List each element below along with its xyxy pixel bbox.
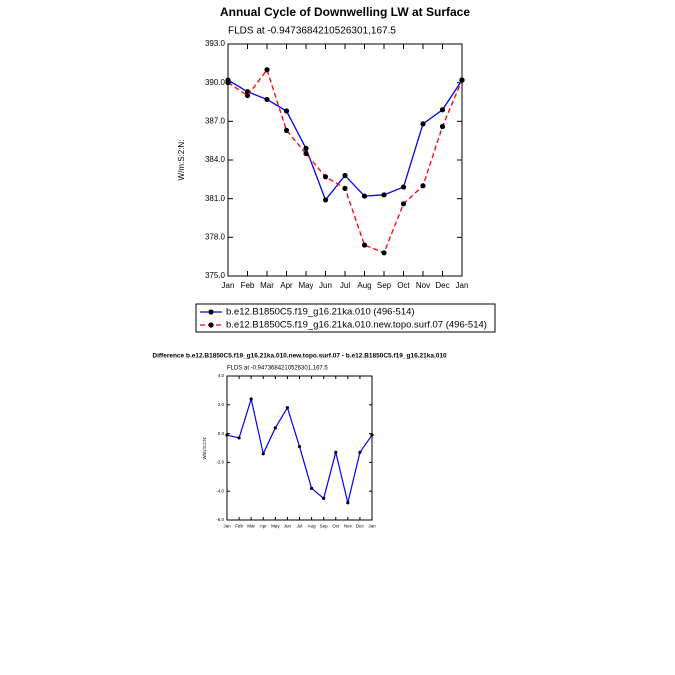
x-tick-label: Feb bbox=[241, 281, 255, 290]
y-tick-label: -6.0 bbox=[216, 517, 224, 522]
y-tick-label: 375.0 bbox=[205, 271, 226, 280]
y-tick-label: 387.0 bbox=[205, 116, 226, 125]
chart-title: Annual Cycle of Downwelling LW at Surfac… bbox=[220, 5, 470, 19]
data-point bbox=[334, 450, 338, 454]
y-tick-label: 378.0 bbox=[205, 232, 226, 241]
x-tick-label: Jan bbox=[223, 524, 231, 529]
x-tick-label: Nov bbox=[416, 281, 430, 290]
x-tick-label: Sep bbox=[377, 281, 392, 290]
x-tick-label: Aug bbox=[308, 524, 317, 529]
series-line bbox=[226, 396, 373, 503]
x-tick-label: Apr bbox=[260, 524, 268, 529]
data-point bbox=[297, 444, 302, 449]
y-tick-label: 384.0 bbox=[205, 155, 226, 164]
data-point bbox=[264, 96, 270, 103]
y-axis-label: W/m:S:2:N: bbox=[202, 436, 207, 459]
x-tick-label: Nov bbox=[344, 524, 353, 529]
data-point bbox=[381, 192, 387, 198]
data-point bbox=[322, 197, 329, 203]
x-tick-label: Jan bbox=[456, 281, 469, 290]
y-tick-label: 381.0 bbox=[205, 194, 226, 203]
y-tick-label: 0.0 bbox=[218, 431, 225, 436]
data-point bbox=[381, 250, 387, 256]
x-tick-label: Mar bbox=[260, 281, 274, 290]
data-point bbox=[303, 150, 309, 157]
data-point bbox=[264, 67, 270, 73]
legend-label: b.e12.B1850C5.f19_g16.21ka.010.new.topo.… bbox=[226, 320, 487, 331]
data-point bbox=[439, 123, 446, 130]
data-point bbox=[342, 185, 348, 191]
chart-title: Difference b.e12.B1850C5.f19_g16.21ka.01… bbox=[152, 353, 447, 360]
data-point bbox=[322, 496, 326, 500]
legend-box bbox=[195, 303, 496, 333]
y-axis-label: W/m:S:2:N: bbox=[177, 140, 186, 181]
y-tick-label: -2.0 bbox=[216, 460, 224, 465]
legend-marker bbox=[208, 322, 214, 328]
x-tick-label: Feb bbox=[235, 524, 243, 529]
x-tick-label: Oct bbox=[397, 281, 410, 290]
data-point bbox=[358, 450, 362, 454]
y-tick-label: -4.0 bbox=[216, 488, 224, 493]
y-tick-label: 393.0 bbox=[205, 39, 226, 48]
x-tick-label: Jan bbox=[368, 524, 376, 529]
data-point bbox=[249, 397, 253, 401]
x-tick-label: Apr bbox=[280, 281, 293, 290]
data-point bbox=[303, 145, 309, 151]
x-tick-label: Sep bbox=[320, 524, 329, 529]
data-point bbox=[261, 452, 265, 456]
chart-subtitle: FLDS at -0.9473684210526301,167.5 bbox=[227, 366, 328, 372]
legend-label: b.e12.B1850C5.f19_g16.21ka.010 (496-514) bbox=[226, 307, 415, 318]
data-point bbox=[439, 107, 446, 113]
data-point bbox=[459, 77, 465, 83]
data-point bbox=[237, 436, 241, 440]
data-point bbox=[342, 172, 348, 179]
x-tick-label: Dec bbox=[356, 524, 365, 529]
data-point bbox=[283, 127, 290, 133]
y-tick-label: 2.0 bbox=[218, 402, 225, 407]
plot-frame bbox=[227, 43, 463, 277]
data-point bbox=[225, 80, 231, 86]
x-tick-label: Jul bbox=[297, 524, 303, 529]
y-tick-label: 390.0 bbox=[205, 78, 226, 87]
x-tick-label: Dec bbox=[435, 281, 449, 290]
x-tick-label: May bbox=[271, 524, 280, 529]
data-point bbox=[400, 201, 407, 207]
x-tick-label: May bbox=[298, 281, 313, 290]
data-point bbox=[361, 242, 368, 248]
legend-marker bbox=[208, 309, 214, 315]
y-tick-label: 4.0 bbox=[218, 373, 225, 378]
data-point bbox=[244, 92, 251, 99]
data-point bbox=[420, 121, 426, 127]
data-point bbox=[420, 183, 426, 189]
data-point bbox=[285, 406, 290, 410]
chart-subtitle: FLDS at -0.9473684210526301,167.5 bbox=[228, 26, 396, 37]
x-tick-label: Aug bbox=[357, 281, 371, 290]
x-tick-label: Oct bbox=[332, 524, 340, 529]
x-tick-label: Jan bbox=[222, 281, 235, 290]
x-tick-label: Jun bbox=[319, 281, 332, 290]
data-point bbox=[400, 184, 407, 190]
series-line bbox=[227, 79, 463, 202]
data-point bbox=[361, 193, 368, 199]
data-point bbox=[225, 433, 229, 437]
data-point bbox=[370, 433, 374, 437]
data-point bbox=[273, 426, 277, 430]
data-point bbox=[283, 108, 290, 114]
data-point bbox=[346, 501, 350, 505]
x-tick-label: Jun bbox=[284, 524, 292, 529]
x-tick-label: Jul bbox=[340, 281, 350, 290]
data-point bbox=[322, 174, 329, 180]
x-tick-label: Mar bbox=[247, 524, 255, 529]
data-point bbox=[309, 486, 314, 490]
